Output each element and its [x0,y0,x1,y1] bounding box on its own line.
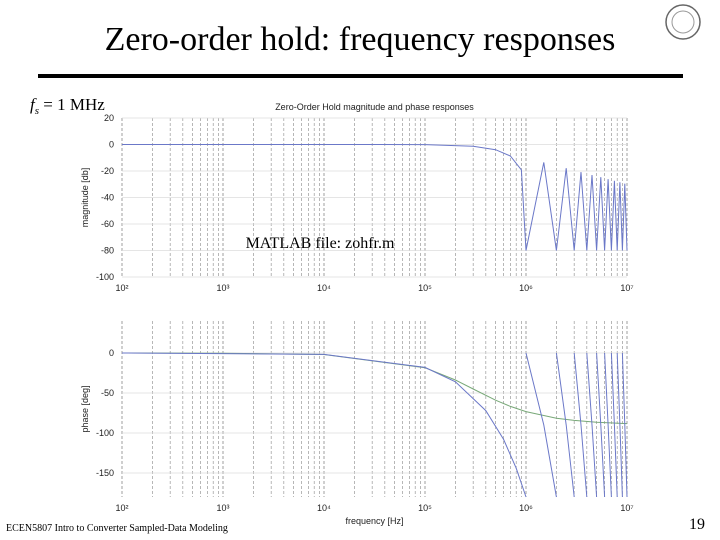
x-tick-label: 10⁴ [317,503,331,513]
y-tick-label: -80 [101,246,114,256]
y-tick-label: -20 [101,166,114,176]
matlab-note: MATLAB file: zohfr.m [246,235,395,252]
data-line [121,352,628,425]
y-tick-label: -100 [96,272,114,282]
x-tick-label: 10⁷ [620,503,633,513]
title-rule [38,74,683,78]
y-axis-label: magnitude [db] [80,168,90,228]
y-tick-label: -100 [96,428,114,438]
y-tick-label: 20 [104,113,114,123]
fs-label: fs = 1 MHz [30,95,105,117]
page-number: 19 [689,516,705,533]
fs-text: = 1 MHz [39,95,105,114]
y-tick-label: -60 [101,219,114,229]
x-tick-label: 10⁶ [519,283,533,293]
y-tick-label: 0 [109,140,114,150]
x-tick-label: 10³ [216,503,229,513]
data-line [122,144,628,251]
y-tick-label: -40 [101,193,114,203]
chart-title: Zero-Order Hold magnitude and phase resp… [275,102,474,112]
fs-subscript: s [35,105,39,117]
x-tick-label: 10³ [216,283,229,293]
x-tick-label: 10⁵ [418,503,432,513]
y-tick-label: -50 [101,388,114,398]
x-tick-label: 10² [115,283,128,293]
fs-symbol: f [30,95,37,114]
data-line [121,352,628,498]
footer: ECEN5807 Intro to Converter Sampled-Data… [6,523,228,534]
y-tick-label: 0 [109,348,114,358]
x-tick-label: 10⁵ [418,283,432,293]
plots: 10² 10³ 10⁴ 10⁵ 10⁶ 10⁷ 20 0 -20 -40 -60 -80 -100 Zer… [80,102,634,526]
x-tick-label: 10⁴ [317,283,331,293]
x-tick-label: 10⁷ [620,283,633,293]
x-axis-label: frequency [Hz] [345,516,403,526]
y-tick-label: -150 [96,468,114,478]
logo [665,4,701,40]
x-tick-label: 10⁶ [519,503,533,513]
slide-title: Zero-order hold: frequency responses [105,21,616,58]
x-tick-label: 10² [115,503,128,513]
y-axis-label: phase [deg] [80,385,90,432]
